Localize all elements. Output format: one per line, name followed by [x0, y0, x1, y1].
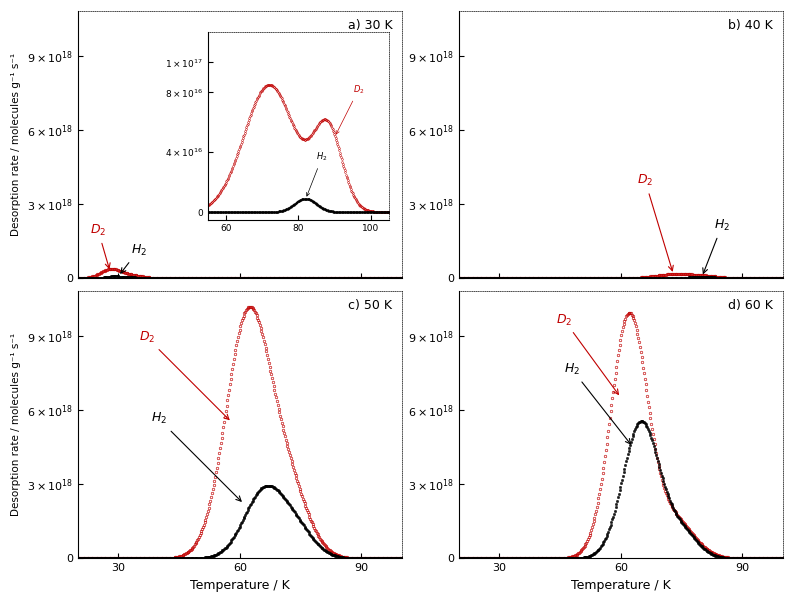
X-axis label: Temperature / K: Temperature / K: [190, 579, 290, 592]
Text: a) 30 K: a) 30 K: [348, 19, 392, 32]
Text: b) 40 K: b) 40 K: [728, 19, 773, 32]
Text: $H_2$: $H_2$: [703, 218, 730, 273]
Text: $H_2$: $H_2$: [151, 411, 241, 501]
Text: d) 60 K: d) 60 K: [728, 299, 773, 312]
Text: $D_2$: $D_2$: [637, 173, 673, 271]
Text: c) 50 K: c) 50 K: [349, 299, 392, 312]
Text: $H_2$: $H_2$: [121, 242, 147, 273]
X-axis label: Temperature / K: Temperature / K: [571, 579, 671, 592]
Text: $D_2$: $D_2$: [90, 223, 110, 268]
Y-axis label: Desorption rate / molecules g⁻¹ s⁻¹: Desorption rate / molecules g⁻¹ s⁻¹: [11, 53, 21, 236]
Text: $H_2$: $H_2$: [564, 362, 630, 444]
Text: $D_2$: $D_2$: [556, 312, 619, 394]
Text: $D_2$: $D_2$: [139, 330, 229, 420]
Y-axis label: Desorption rate / molecules g⁻¹ s⁻¹: Desorption rate / molecules g⁻¹ s⁻¹: [11, 333, 21, 516]
